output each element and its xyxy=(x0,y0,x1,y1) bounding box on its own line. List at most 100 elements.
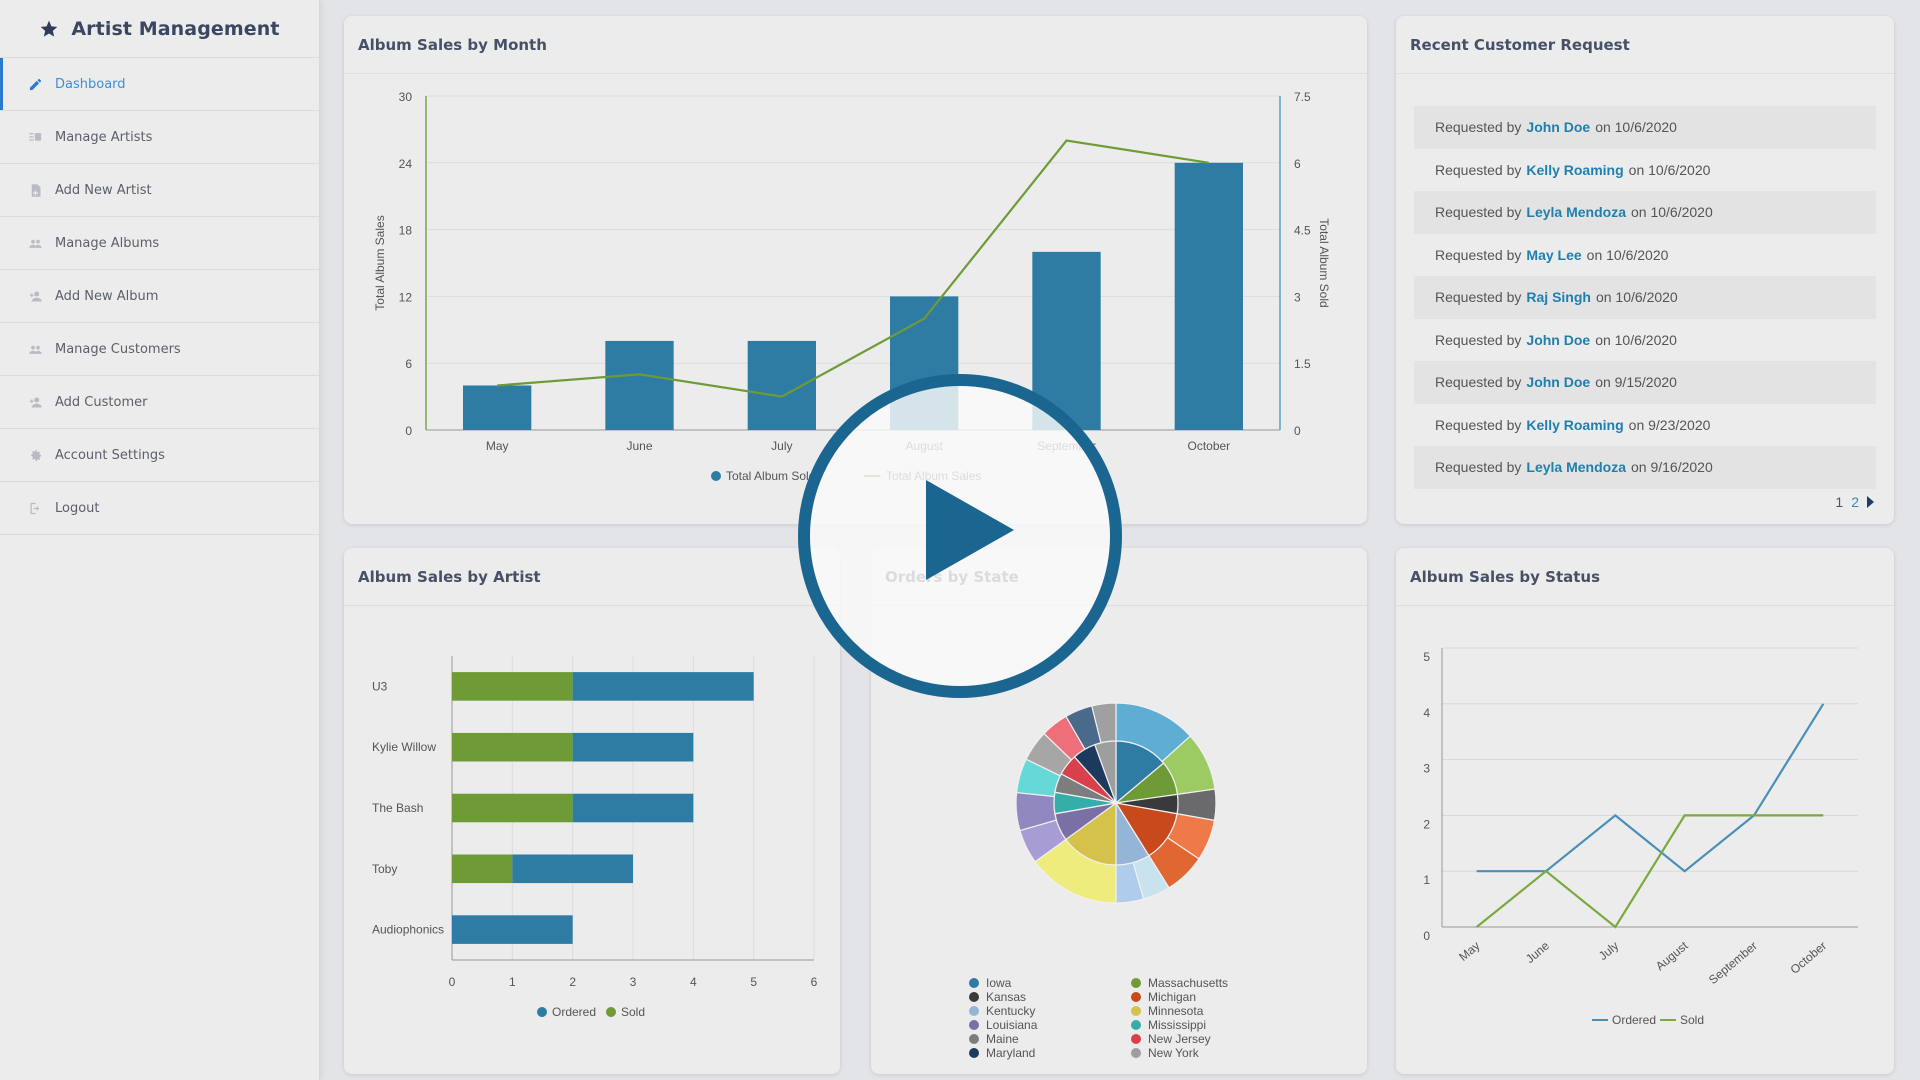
sidebar-item-account-settings[interactable]: Account Settings xyxy=(0,429,319,482)
legend-label: Iowa xyxy=(986,976,1012,990)
y-tick-right: 7.5 xyxy=(1294,90,1311,104)
y-tick-right: 0 xyxy=(1294,424,1301,438)
y-tick: 5 xyxy=(1423,650,1430,664)
legend-label: Michigan xyxy=(1148,990,1196,1004)
bar-segment xyxy=(572,672,754,701)
sidebar-item-label: Add Customer xyxy=(55,394,148,410)
play-button[interactable] xyxy=(798,374,1122,698)
sidebar-item-label: Logout xyxy=(55,500,100,516)
sidebar-item-label: Add New Artist xyxy=(55,182,152,198)
x-tick: 1 xyxy=(509,975,516,989)
request-row: Requested by Leyla Mendoza on 10/6/2020 xyxy=(1414,191,1876,234)
legend-marker xyxy=(1131,1006,1141,1016)
line-sold xyxy=(1475,814,1824,929)
orders-by-state-chart: IowaKansasKentuckyLouisianaMaineMaryland… xyxy=(969,702,1228,1060)
y-axis-label-left: Total Album Sales xyxy=(373,215,387,310)
customer-link[interactable]: May Lee xyxy=(1526,246,1582,263)
pie-slice xyxy=(1115,740,1165,805)
y-tick: 0 xyxy=(1423,929,1430,943)
y-tick: Kylie Willow xyxy=(372,740,436,754)
bar-segment xyxy=(452,672,573,701)
customer-link[interactable]: John Doe xyxy=(1526,119,1591,136)
album-sales-by-artist-chart: 0 1 2 3 4 5 6 U3 Kylie Willow The Bash Toby Audioph… xyxy=(372,656,818,1019)
request-date: on 9/23/2020 xyxy=(1628,416,1711,433)
request-prefix: Requested by xyxy=(1435,416,1522,433)
logout-icon xyxy=(27,500,43,516)
user-add-icon xyxy=(27,394,43,410)
x-tick: September xyxy=(1706,939,1760,987)
customer-link[interactable]: John Doe xyxy=(1526,331,1591,348)
y-tick: 3 xyxy=(1423,762,1430,776)
caret-right-icon[interactable] xyxy=(1867,496,1874,508)
legend-marker xyxy=(969,1048,979,1058)
card-recent-customer-request: Recent Customer Request Requested by John… xyxy=(1396,16,1894,524)
legend-marker xyxy=(1131,1034,1141,1044)
y-tick-left: 24 xyxy=(399,157,413,171)
line xyxy=(497,139,1210,398)
legend-label: New York xyxy=(1148,1046,1200,1060)
customer-link[interactable]: Leyla Mendoza xyxy=(1526,459,1626,476)
legend-label: New Jersey xyxy=(1148,1032,1211,1046)
y-tick: 2 xyxy=(1423,817,1430,831)
y-tick-left: 0 xyxy=(405,424,412,438)
request-row: Requested by Kelly Roaming on 10/6/2020 xyxy=(1414,149,1876,192)
sidebar-item-dashboard[interactable]: Dashboard xyxy=(0,58,319,111)
y-tick-left: 12 xyxy=(399,290,413,304)
request-date: on 10/6/2020 xyxy=(1595,119,1677,136)
legend-label: Sold xyxy=(621,1005,645,1019)
y-tick: Audiophonics xyxy=(372,923,444,937)
pie-slice xyxy=(1094,740,1117,804)
line-ordered xyxy=(1476,703,1825,873)
sidebar-item-manage-albums[interactable]: Manage Albums xyxy=(0,217,319,270)
sidebar-item-add-customer[interactable]: Add Customer xyxy=(0,376,319,429)
customer-link[interactable]: Kelly Roaming xyxy=(1526,161,1624,178)
sidebar-item-label: Account Settings xyxy=(55,447,165,463)
customer-link[interactable]: Leyla Mendoza xyxy=(1526,204,1626,221)
page-2-link[interactable]: 2 xyxy=(1851,494,1859,510)
y-tick: Toby xyxy=(372,862,397,876)
sidebar-item-label: Add New Album xyxy=(55,288,159,304)
legend-label: Maryland xyxy=(986,1046,1035,1060)
bar-segment xyxy=(452,732,573,762)
sidebar-item-manage-artists[interactable]: Manage Artists xyxy=(0,111,319,164)
legend-label: Minnesota xyxy=(1148,1004,1204,1018)
x-tick: 2 xyxy=(569,975,576,989)
card-title: Album Sales by Status xyxy=(1396,548,1894,606)
customer-link[interactable]: Raj Singh xyxy=(1526,289,1591,306)
x-tick: July xyxy=(1596,939,1621,963)
y-tick-right: 3 xyxy=(1294,290,1301,304)
page-1-link[interactable]: 1 xyxy=(1835,494,1844,510)
sidebar-item-add-new-artist[interactable]: Add New Artist xyxy=(0,164,319,217)
legend-marker xyxy=(1131,1020,1141,1030)
legend-label: Ordered xyxy=(552,1005,596,1019)
legend-marker xyxy=(969,1034,979,1044)
users-icon xyxy=(27,341,43,357)
bar-segment xyxy=(572,732,694,762)
sidebar-item-logout[interactable]: Logout xyxy=(0,482,319,535)
request-prefix: Requested by xyxy=(1435,459,1522,476)
bar xyxy=(747,340,816,430)
x-tick: August xyxy=(1653,938,1691,973)
legend-marker xyxy=(969,1006,979,1016)
legend-marker xyxy=(1131,1048,1141,1058)
legend-marker xyxy=(1131,978,1141,988)
sidebar-item-label: Dashboard xyxy=(55,76,126,92)
legend-label: Kentucky xyxy=(986,1004,1035,1018)
legend-label: Ordered xyxy=(1612,1013,1656,1027)
legend-marker xyxy=(711,471,721,481)
bar xyxy=(463,385,532,430)
sidebar-item-manage-customers[interactable]: Manage Customers xyxy=(0,323,319,376)
play-icon xyxy=(926,480,1014,580)
legend-label: Maine xyxy=(986,1032,1019,1046)
x-tick: July xyxy=(771,439,792,453)
sidebar-item-add-new-album[interactable]: Add New Album xyxy=(0,270,319,323)
app-title: Artist Management xyxy=(71,17,280,40)
request-row: Requested by May Lee on 10/6/2020 xyxy=(1414,234,1876,277)
request-row: Requested by John Doe on 10/6/2020 xyxy=(1414,319,1876,362)
request-row: Requested by John Doe on 9/15/2020 xyxy=(1414,361,1876,404)
y-tick: U3 xyxy=(372,679,388,693)
customer-link[interactable]: John Doe xyxy=(1526,374,1591,391)
bar-segment xyxy=(452,915,573,944)
customer-link[interactable]: Kelly Roaming xyxy=(1526,416,1624,433)
legend-marker xyxy=(1131,992,1141,1002)
